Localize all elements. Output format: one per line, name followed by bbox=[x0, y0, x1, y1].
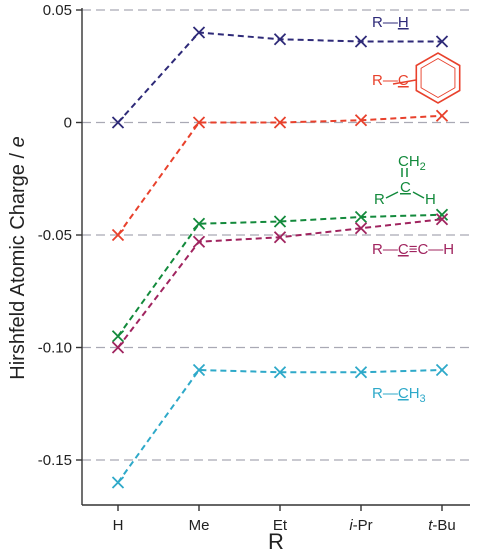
ring-bond bbox=[392, 79, 417, 85]
data-point bbox=[354, 35, 368, 48]
data-point bbox=[111, 116, 125, 129]
benzene-ring-icon bbox=[415, 52, 461, 104]
series-label: R—C bbox=[372, 72, 409, 89]
data-point bbox=[435, 109, 449, 122]
series-label: R—H bbox=[372, 14, 409, 31]
y-tick-label: -0.05 bbox=[38, 227, 72, 244]
y-tick-label: 0.05 bbox=[43, 2, 72, 19]
single-bond bbox=[385, 191, 399, 199]
data-point bbox=[273, 231, 287, 244]
series-label: H bbox=[425, 191, 436, 208]
y-axis-title: Hirshfeld Atomic Charge / e bbox=[7, 136, 29, 379]
data-point bbox=[192, 363, 206, 377]
data-point bbox=[354, 366, 368, 379]
data-point bbox=[192, 217, 206, 230]
data-point bbox=[273, 116, 287, 129]
data-point bbox=[111, 476, 125, 489]
data-point bbox=[435, 208, 449, 221]
data-point bbox=[111, 330, 125, 343]
benzene-inner-ring bbox=[420, 57, 456, 99]
data-point bbox=[273, 366, 287, 379]
data-point bbox=[192, 116, 206, 129]
data-point bbox=[435, 213, 449, 226]
data-point bbox=[192, 26, 206, 39]
series-label: R—CH3 bbox=[372, 385, 426, 405]
series-line bbox=[117, 213, 443, 337]
y-tick-label: -0.15 bbox=[38, 452, 72, 469]
x-tick-label: t-Bu bbox=[428, 517, 456, 534]
series-label: R bbox=[374, 191, 385, 208]
y-tick-label: -0.10 bbox=[38, 340, 72, 357]
x-tick-label: Et bbox=[273, 517, 288, 534]
data-point bbox=[354, 210, 368, 224]
data-point bbox=[111, 228, 125, 242]
single-bond bbox=[412, 191, 425, 199]
data-point bbox=[273, 33, 287, 46]
data-point bbox=[435, 35, 449, 48]
series-label: R—C≡C—H bbox=[372, 241, 454, 258]
data-point bbox=[354, 114, 368, 127]
data-point bbox=[273, 215, 287, 228]
x-tick-label: H bbox=[113, 517, 124, 534]
series-label: C bbox=[400, 179, 411, 196]
data-point bbox=[111, 341, 125, 354]
series-label: CH2 bbox=[398, 153, 426, 173]
x-tick-label: Me bbox=[189, 517, 210, 534]
y-tick-label: 0 bbox=[64, 115, 72, 132]
data-point bbox=[435, 363, 449, 377]
data-point bbox=[354, 222, 368, 235]
x-axis-title: R bbox=[268, 529, 284, 554]
data-point bbox=[192, 235, 206, 248]
series-line bbox=[117, 114, 443, 236]
x-tick-label: i-Pr bbox=[349, 517, 372, 534]
series-line bbox=[117, 368, 443, 484]
